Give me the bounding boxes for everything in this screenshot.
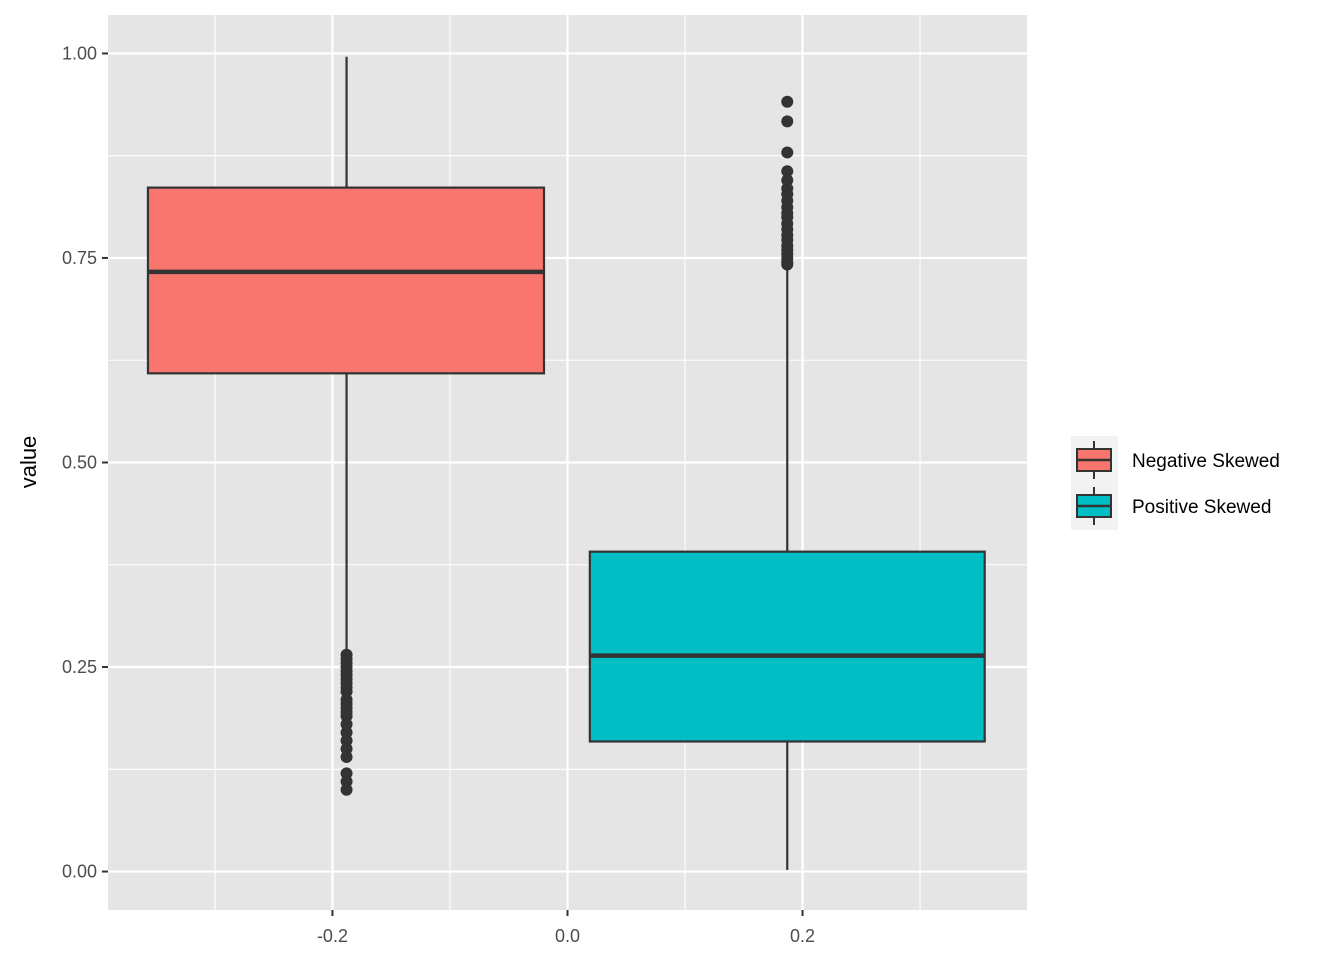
box [146, 186, 546, 375]
x-tick-label: 0.2 [790, 926, 815, 946]
outlier-point [781, 115, 794, 128]
y-axis-label: value [16, 436, 41, 489]
y-tick-label: 0.25 [62, 657, 97, 677]
legend-label: Positive Skewed [1132, 497, 1271, 518]
outlier-point [781, 165, 794, 178]
outlier-point [340, 783, 353, 796]
outlier-point [340, 751, 353, 764]
y-tick-label: 0.50 [62, 453, 97, 473]
y-tick-label: 0.75 [62, 248, 97, 268]
legend-label: Negative Skewed [1132, 451, 1280, 472]
y-tick-label: 0.00 [62, 862, 97, 882]
outlier-point [781, 258, 794, 271]
x-tick-label: -0.2 [317, 926, 348, 946]
outlier-point [781, 146, 794, 159]
x-tick-label: 0.0 [555, 926, 580, 946]
y-tick-label: 1.00 [62, 43, 97, 63]
outlier-point [781, 95, 794, 108]
box [588, 550, 986, 743]
